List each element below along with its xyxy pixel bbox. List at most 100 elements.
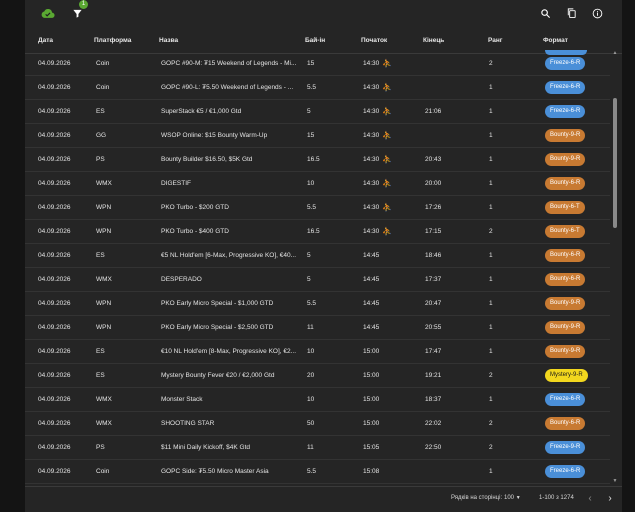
cell-date: 04.09.2026: [38, 300, 71, 307]
cell-date: 04.09.2026: [38, 60, 71, 67]
cell-buyin: 5: [307, 252, 311, 259]
format-badge: Bounty-6-R: [545, 417, 586, 430]
column-header-format[interactable]: Формат: [543, 37, 568, 44]
pagination-range: 1-100 з 1274: [539, 495, 574, 501]
cell-name: DIGESTIF: [161, 180, 191, 187]
vertical-scrollbar[interactable]: ▲ ▼: [612, 50, 618, 486]
cell-platform: WPN: [96, 204, 112, 211]
cell-platform: PS: [96, 156, 105, 163]
cell-buyin: 50: [307, 420, 315, 427]
cell-platform: ES: [96, 108, 105, 115]
table-row[interactable]: 04.09.2026 WPN PKO Early Micro Special - $…: [25, 292, 610, 316]
rows-per-page-select[interactable]: 100 ▼: [504, 495, 521, 501]
column-header-rank[interactable]: Ранг: [488, 37, 503, 44]
table-row[interactable]: 04.09.2026 GG WSOP Online: $15 Bounty Warm…: [25, 124, 610, 148]
search-icon[interactable]: [537, 5, 553, 21]
table-row[interactable]: 04.09.2026 PS Bounty Builder $16.50, $5K G…: [25, 148, 610, 172]
cell-name: GOPC #90-L: ₮5.50 Weekend of Legends - .…: [161, 84, 294, 91]
info-icon[interactable]: [589, 5, 605, 21]
table-row[interactable]: 04.09.2026 WMX SHOOTING STAR 50 15:00 22:02 2 B…: [25, 412, 610, 436]
table-row[interactable]: 04.09.2026 Coin GOPC #90-M: ₮15 Weekend of…: [25, 52, 610, 76]
cell-start: 14:30: [363, 204, 380, 211]
cell-date: 04.09.2026: [38, 84, 71, 91]
cell-date: 04.09.2026: [38, 396, 71, 403]
table-row[interactable]: 04.09.2026 ES SuperStack €5 / €1,000 Gtd 5 1…: [25, 100, 610, 124]
cell-name: PKO Early Micro Special - $2,500 GTD: [161, 324, 274, 331]
table-row[interactable]: 04.09.2026 ES €10 NL Hold'em [8-Max, Progr…: [25, 340, 610, 364]
table-header: Дата Платформа Назва Бай-ін Початок Кіне…: [25, 26, 622, 54]
cell-date: 04.09.2026: [38, 444, 71, 451]
filter-icon[interactable]: [69, 5, 85, 21]
column-header-name[interactable]: Назва: [159, 37, 179, 44]
cell-start: 14:30: [363, 60, 380, 67]
format-badge: Bounty-6-R: [545, 249, 586, 262]
cell-rank: 1: [489, 204, 493, 211]
cell-name: Mystery Bounty Fever €20 / €2,000 Gtd: [161, 372, 275, 379]
cell-rank: 2: [489, 372, 493, 379]
table-row[interactable]: 04.09.2026 WMX DIGESTIF 10 14:30 20:00 1 ⛹ Bount…: [25, 172, 610, 196]
cell-platform: WPN: [96, 300, 112, 307]
format-badge: Mystery-9-R: [545, 369, 588, 382]
cell-end: 22:02: [425, 420, 442, 427]
cell-name: Monster Stack: [161, 396, 203, 403]
cell-buyin: 11: [307, 324, 314, 331]
cell-rank: 2: [489, 228, 493, 235]
cell-buyin: 5: [307, 276, 311, 283]
column-header-end[interactable]: Кінець: [423, 37, 445, 44]
table-body: 04.09.2026 Coin GOPC #90-M: ₮15 Weekend of…: [25, 50, 610, 486]
table-row[interactable]: 04.09.2026 WMX Monster Stack 10 15:00 18:37 1 F…: [25, 388, 610, 412]
column-header-platform[interactable]: Платформа: [94, 37, 132, 44]
table-row[interactable]: 04.09.2026 ES €5 NL Hold'em [6-Max, Progre…: [25, 244, 610, 268]
cell-rank: 1: [489, 348, 493, 355]
scrollbar-thumb[interactable]: [613, 98, 617, 228]
cell-platform: WMX: [96, 276, 112, 283]
table-row[interactable]: 04.09.2026 Coin GOPC Side: ₮5.50 Micro Mas…: [25, 460, 610, 484]
cell-name: €5 NL Hold'em [6-Max, Progressive KO], €…: [161, 252, 297, 259]
cell-platform: WPN: [96, 228, 112, 235]
chevron-left-icon[interactable]: ‹: [588, 493, 592, 504]
cell-date: 04.09.2026: [38, 228, 71, 235]
scroll-up-arrow-icon[interactable]: ▲: [612, 50, 618, 56]
cell-buyin: 15: [307, 132, 315, 139]
cell-date: 04.09.2026: [38, 156, 71, 163]
column-header-start[interactable]: Початок: [361, 37, 388, 44]
cell-end: 20:47: [425, 300, 442, 307]
table-row[interactable]: 04.09.2026 PS $11 Mini Daily Kickoff, $4K …: [25, 436, 610, 460]
cell-name: WSOP Online: $15 Bounty Warm-Up: [161, 132, 268, 139]
late-registration-icon: ⛹: [382, 179, 392, 188]
table-row[interactable]: 04.09.2026 Coin GOPC #90-L: ₮5.50 Weekend …: [25, 76, 610, 100]
cell-date: 04.09.2026: [38, 468, 71, 475]
cell-end: [425, 76, 455, 99]
cell-date: 04.09.2026: [38, 204, 71, 211]
late-registration-icon: ⛹: [382, 83, 392, 92]
chevron-right-icon[interactable]: ›: [608, 493, 612, 504]
column-header-buyin[interactable]: Бай-ін: [305, 37, 326, 44]
column-header-date[interactable]: Дата: [38, 37, 54, 44]
cell-start: 15:00: [363, 420, 380, 427]
late-registration-icon: ⛹: [382, 131, 392, 140]
cell-start: 14:30: [363, 156, 380, 163]
table-row[interactable]: 04.09.2026 WMX DESPERADO 5 14:45 17:37 1 Bounty…: [25, 268, 610, 292]
cell-buyin: 11: [307, 444, 314, 451]
cell-end: 20:55: [425, 324, 442, 331]
table-row[interactable]: 04.09.2026 WPN PKO Turbo - $400 GTD 16.5 14:…: [25, 220, 610, 244]
cloud-done-icon[interactable]: [40, 5, 56, 21]
toolbar: 1: [25, 0, 622, 26]
cell-end: 17:15: [425, 228, 442, 235]
scroll-down-arrow-icon[interactable]: ▼: [612, 478, 618, 484]
cell-buyin: 16.5: [307, 156, 320, 163]
table-row[interactable]: 04.09.2026 WPN PKO Turbo - $200 GTD 5.5 14:3…: [25, 196, 610, 220]
cell-rank: 1: [489, 300, 493, 307]
cell-start: 14:30: [363, 108, 380, 115]
table-row[interactable]: 04.09.2026 ES Mystery Bounty Fever €20 / €…: [25, 364, 610, 388]
copy-icon[interactable]: [563, 5, 579, 21]
cell-rank: 1: [489, 468, 493, 475]
cell-date: 04.09.2026: [38, 420, 71, 427]
cell-platform: WMX: [96, 420, 112, 427]
cell-start: 14:30: [363, 132, 380, 139]
cell-name: PKO Early Micro Special - $1,000 GTD: [161, 300, 274, 307]
table-row[interactable]: 04.09.2026 WPN PKO Early Micro Special - $…: [25, 316, 610, 340]
cell-date: 04.09.2026: [38, 180, 71, 187]
cell-date: 04.09.2026: [38, 252, 71, 259]
pagination-footer: Рядків на сторінці: 100 ▼ 1-100 з 1274 ‹…: [25, 486, 622, 512]
